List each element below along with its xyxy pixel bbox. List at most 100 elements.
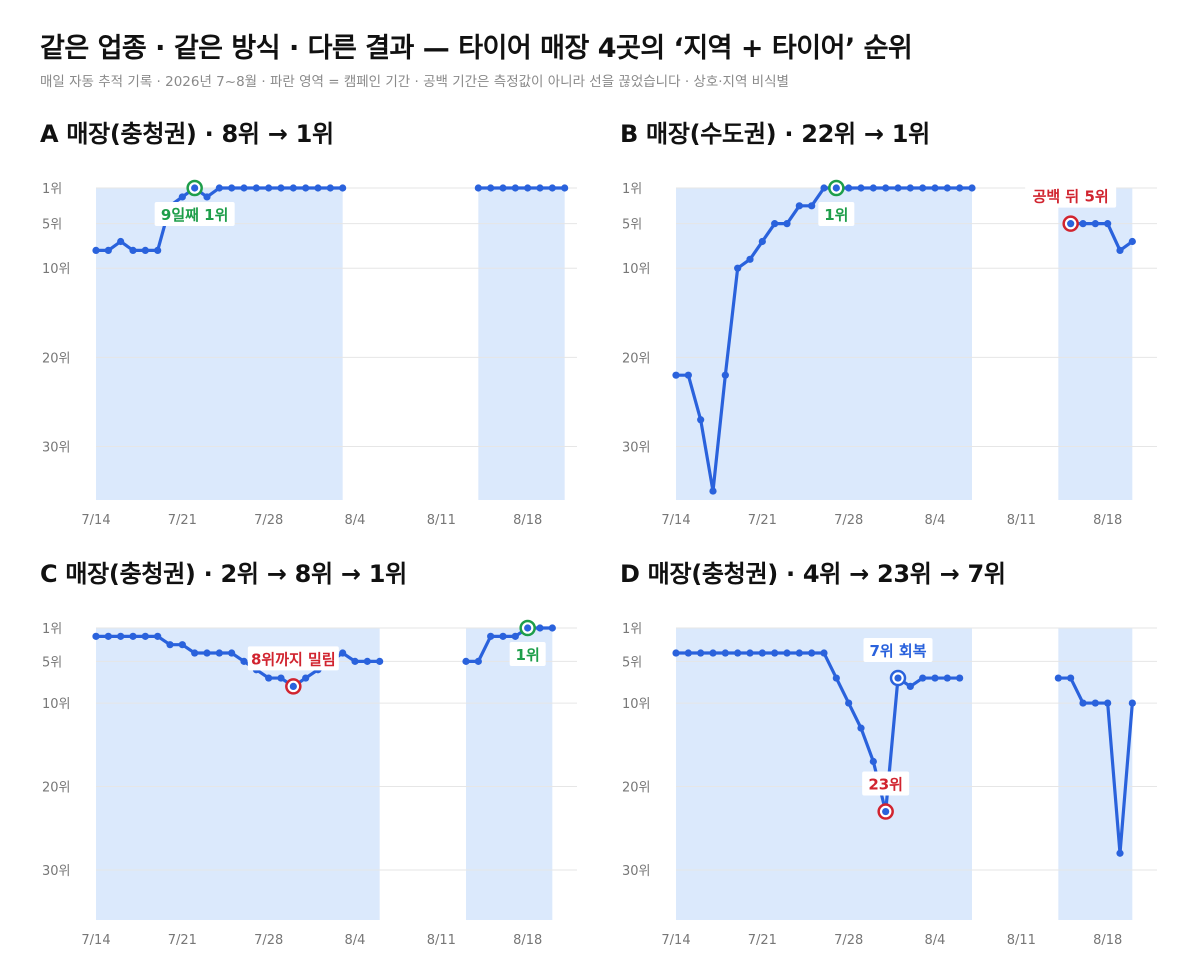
chart-panel-d: 1위 5위 10위 20위 30위 7/14 7/21 7/28 8/4 8/11 8/18 23위 7… — [622, 622, 1157, 948]
data-point-a — [141, 246, 149, 254]
data-point-b — [869, 184, 877, 192]
y-tick-label-a: 1위 — [42, 182, 62, 197]
y-tick-label-c: 5위 — [42, 655, 62, 670]
campaign-period-d-2 — [1058, 628, 1133, 920]
panel-c-title: C 매장(충청권) · 2위 → 8위 → 1위 — [40, 560, 407, 588]
data-point-d — [1091, 699, 1099, 707]
data-point-b — [894, 184, 902, 192]
data-point-b — [1091, 220, 1099, 228]
annotation-label-bg-c-1 — [247, 646, 339, 671]
y-tick-label-d: 1위 — [622, 622, 642, 637]
data-point-d — [869, 757, 877, 766]
x-tick-label-d: 7/21 — [748, 933, 777, 948]
x-tick-label-c: 8/18 — [513, 933, 542, 948]
data-point-b — [943, 184, 951, 192]
annotation-label-bg-b-2 — [1025, 183, 1117, 208]
data-point-a — [524, 184, 532, 192]
y-tick-label-b: 10위 — [622, 262, 651, 277]
annotation-label-bg-d-2 — [863, 638, 933, 663]
data-point-d — [758, 649, 766, 657]
data-point-d — [1067, 674, 1075, 682]
data-point-b — [734, 264, 742, 272]
data-point-a — [129, 246, 137, 254]
data-point-d — [709, 649, 717, 657]
data-point-c — [351, 657, 359, 665]
annotation-label-c-2: 1위 — [516, 646, 540, 664]
x-tick-label-b: 7/28 — [834, 513, 863, 528]
y-tick-label-b: 30위 — [622, 441, 651, 456]
data-point-a — [511, 184, 519, 192]
annotation-marker-dot-b-2 — [1067, 220, 1075, 228]
data-point-b — [783, 220, 791, 228]
data-point-c — [92, 632, 100, 640]
y-tick-label-d: 20위 — [622, 781, 651, 796]
y-tick-label-d: 30위 — [622, 864, 651, 879]
x-tick-label-a: 7/14 — [81, 513, 110, 528]
y-tick-label-c: 10위 — [42, 697, 71, 712]
data-point-b — [771, 220, 779, 228]
data-point-d — [845, 699, 853, 707]
y-tick-label-d: 10위 — [622, 697, 651, 712]
x-tick-label-b: 8/4 — [925, 513, 946, 528]
campaign-period-b-1 — [676, 188, 972, 500]
campaign-period-a-1 — [96, 188, 343, 500]
data-point-a — [339, 184, 347, 192]
panel-a-title: A 매장(충청권) · 8위 → 1위 — [40, 120, 334, 148]
data-point-a — [326, 184, 334, 192]
data-point-c — [228, 649, 236, 657]
data-point-b — [684, 371, 692, 379]
data-point-a — [536, 184, 544, 192]
data-point-b — [1079, 220, 1087, 228]
data-point-c — [376, 657, 384, 665]
x-tick-label-d: 7/14 — [661, 933, 690, 948]
x-tick-label-a: 8/4 — [345, 513, 366, 528]
annotation-label-bg-a-1 — [154, 202, 235, 226]
y-tick-label-a: 10위 — [42, 262, 71, 277]
data-point-b — [968, 184, 976, 192]
campaign-period-c-1 — [96, 628, 380, 920]
data-point-c — [117, 632, 125, 640]
data-point-b — [721, 371, 729, 379]
x-tick-label-b: 7/21 — [748, 513, 777, 528]
data-point-d — [906, 682, 914, 691]
panel-b-title: B 매장(수도권) · 22위 → 1위 — [620, 120, 930, 148]
annotation-marker-dot-d-1 — [882, 807, 890, 816]
data-point-d — [820, 649, 828, 657]
data-point-a — [265, 184, 273, 192]
y-tick-label-b: 5위 — [622, 218, 642, 233]
data-point-d — [684, 649, 692, 657]
data-point-b — [758, 237, 766, 246]
panel-d-title: D 매장(충청권) · 4위 → 23위 → 7위 — [620, 560, 1006, 588]
data-point-d — [931, 674, 939, 682]
data-point-a — [104, 246, 112, 254]
annotation-label-c-1: 8위까지 밀림 — [251, 650, 336, 668]
data-point-c — [339, 649, 347, 657]
x-tick-label-d: 8/18 — [1093, 933, 1122, 948]
data-point-c — [104, 632, 112, 640]
data-point-c — [240, 657, 248, 665]
data-point-c — [178, 641, 186, 649]
x-tick-label-c: 7/28 — [254, 933, 283, 948]
data-point-b — [906, 184, 914, 192]
x-tick-label-c: 8/4 — [345, 933, 366, 948]
annotation-label-b-1: 1위 — [824, 206, 848, 224]
data-point-a — [474, 184, 482, 192]
x-tick-label-d: 8/4 — [925, 933, 946, 948]
data-point-a — [203, 193, 211, 201]
annotation-label-bg-c-2 — [509, 642, 546, 666]
data-point-d — [1054, 674, 1062, 682]
data-point-a — [252, 184, 260, 192]
y-tick-label-b: 1위 — [622, 182, 642, 197]
data-point-c — [536, 624, 544, 632]
data-point-a — [548, 184, 556, 192]
data-point-b — [845, 184, 853, 192]
data-point-b — [1104, 220, 1112, 228]
x-tick-label-b: 8/11 — [1007, 513, 1036, 528]
data-point-b — [709, 487, 717, 495]
page-title: 같은 업종 · 같은 방식 · 다른 결과 — 타이어 매장 4곳의 ‘지역 +… — [40, 33, 913, 64]
annotation-marker-dot-a-1 — [191, 184, 199, 192]
annotation-marker-dot-c-1 — [289, 682, 297, 691]
data-point-d — [857, 724, 865, 732]
data-point-c — [548, 624, 556, 632]
